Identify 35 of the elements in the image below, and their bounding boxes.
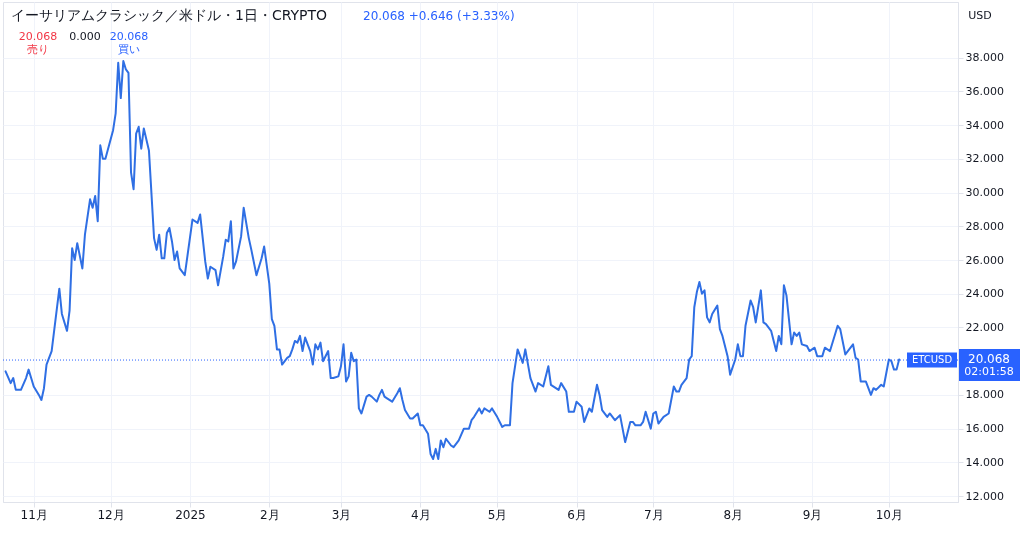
y-tick-label: 28.000: [965, 219, 1004, 233]
x-tick-label: 3月: [331, 507, 352, 522]
ref-line-label: ETCUSD: [911, 354, 953, 366]
chart-title: イーサリアムクラシック／米ドル・1日・CRYPTO: [11, 7, 328, 23]
y-tick-label: 26.000: [965, 253, 1004, 267]
y-tick-label: 16.000: [965, 422, 1004, 436]
annotation: 20.068 買い: [109, 30, 149, 56]
x-tick-label: 10月: [875, 507, 904, 522]
x-tick-label: 11月: [20, 507, 48, 522]
y-tick-label: 34.000: [965, 118, 1004, 132]
y-tick-label: 18.000: [965, 388, 1004, 402]
x-tick-label: 2月: [259, 507, 280, 522]
y-tick-label: 12.000: [965, 489, 1004, 503]
x-tick-label: 2025: [175, 507, 206, 522]
y-tick-label: 14.000: [965, 455, 1004, 469]
x-tick-label: 5月: [487, 507, 508, 522]
y-tick-label: 22.000: [965, 320, 1004, 334]
y-tick-label: 38.000: [965, 51, 1004, 65]
x-tick-label: 6月: [567, 507, 587, 522]
text: 20.068 +0.646 (+3.33%): [363, 9, 515, 23]
x-tick-label: 8月: [723, 507, 744, 522]
x-tick-label: 9月: [802, 507, 823, 522]
x-tick-label: 12月: [97, 507, 125, 522]
y-tick-label: 24.000: [965, 287, 1004, 301]
annotation: 0.000: [69, 30, 101, 43]
y-tick-label: 32.000: [965, 152, 1004, 166]
annotation: 20.068 売り: [18, 30, 58, 56]
y-tick-label: 36.000: [965, 84, 1004, 98]
text: 20.068: [968, 352, 1010, 367]
line-series: [4, 60, 901, 460]
y-tick-label: 30.000: [965, 186, 1004, 200]
x-tick-label: 4月: [411, 507, 431, 522]
text: 02:01:58: [964, 365, 1014, 379]
x-tick-label: 7月: [644, 507, 664, 522]
text: USD: [968, 9, 992, 22]
